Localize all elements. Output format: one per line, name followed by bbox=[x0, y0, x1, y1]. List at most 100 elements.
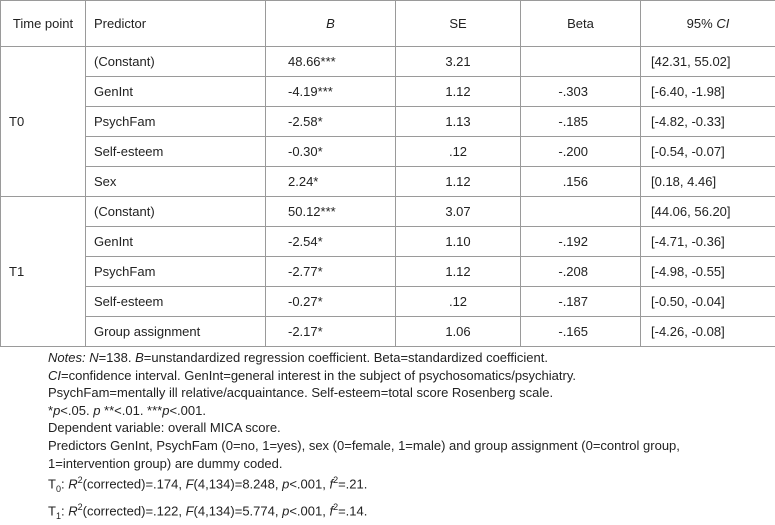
note-text: =.14. bbox=[338, 503, 367, 518]
cell: -.185 bbox=[521, 107, 641, 137]
header-text: 95% bbox=[687, 16, 717, 31]
table-row: GenInt-2.54*1.10-.192[-4.71, -0.36] bbox=[1, 227, 775, 257]
header-cell: Time point bbox=[1, 1, 86, 47]
header-text: CI bbox=[716, 16, 729, 31]
cell: -.187 bbox=[521, 287, 641, 317]
cell: 1.12 bbox=[396, 167, 521, 197]
cell: [-0.50, -0.04] bbox=[641, 287, 775, 317]
note-line: Predictors GenInt, PsychFam (0=no, 1=yes… bbox=[48, 437, 775, 455]
cell: -.200 bbox=[521, 137, 641, 167]
table-row: PsychFam-2.77*1.12-.208[-4.98, -0.55] bbox=[1, 257, 775, 287]
time-point: T1 bbox=[1, 197, 86, 347]
cell: Sex bbox=[86, 167, 266, 197]
cell: -0.27* bbox=[266, 287, 396, 317]
note-text: Dependent variable: overall MICA score. bbox=[48, 420, 281, 435]
note-text: R bbox=[68, 476, 77, 491]
note-text: **<.01. *** bbox=[100, 403, 162, 418]
table-row: GenInt-4.19***1.12-.303[-6.40, -1.98] bbox=[1, 77, 775, 107]
note-text: (corrected)=.174, bbox=[83, 476, 186, 491]
cell: GenInt bbox=[86, 227, 266, 257]
cell: [44.06, 56.20] bbox=[641, 197, 775, 227]
cell: [-6.40, -1.98] bbox=[641, 77, 775, 107]
cell: 1.13 bbox=[396, 107, 521, 137]
cell: -2.54* bbox=[266, 227, 396, 257]
cell: -.303 bbox=[521, 77, 641, 107]
note-text: R bbox=[68, 503, 77, 518]
table-row: Group assignment-2.17*1.06-.165[-4.26, -… bbox=[1, 317, 775, 347]
note-text: =138. bbox=[99, 350, 136, 365]
cell: PsychFam bbox=[86, 257, 266, 287]
note-line: 1=intervention group) are dummy coded. bbox=[48, 455, 775, 473]
note-text: N bbox=[86, 350, 99, 365]
note-text: B bbox=[135, 350, 144, 365]
cell: Group assignment bbox=[86, 317, 266, 347]
note-text: 1=intervention group) are dummy coded. bbox=[48, 456, 283, 471]
notes: Notes: N=138. B=unstandardized regressio… bbox=[48, 349, 775, 525]
header-cell: Predictor bbox=[86, 1, 266, 47]
cell: .156 bbox=[521, 167, 641, 197]
cell: [42.31, 55.02] bbox=[641, 47, 775, 77]
header-cell: Beta bbox=[521, 1, 641, 47]
cell: (Constant) bbox=[86, 197, 266, 227]
cell: [-0.54, -0.07] bbox=[641, 137, 775, 167]
cell: 48.66*** bbox=[266, 47, 396, 77]
note-line: Dependent variable: overall MICA score. bbox=[48, 419, 775, 437]
note-text: T bbox=[48, 503, 56, 518]
table-row: Self-esteem-0.27*.12-.187[-0.50, -0.04] bbox=[1, 287, 775, 317]
cell: 2.24* bbox=[266, 167, 396, 197]
table-row: T1(Constant)50.12***3.07[44.06, 56.20] bbox=[1, 197, 775, 227]
note-line: T1: R2(corrected)=.122, F(4,134)=5.774, … bbox=[48, 499, 775, 525]
note-line: Notes: N=138. B=unstandardized regressio… bbox=[48, 349, 775, 367]
note-text: =.21. bbox=[338, 476, 367, 491]
cell: -.165 bbox=[521, 317, 641, 347]
note-text: Notes: bbox=[48, 350, 86, 365]
header-cell: SE bbox=[396, 1, 521, 47]
note-line: CI=confidence interval. GenInt=general i… bbox=[48, 367, 775, 385]
table-body: T0(Constant)48.66***3.21[42.31, 55.02]Ge… bbox=[1, 47, 775, 347]
table-row: T0(Constant)48.66***3.21[42.31, 55.02] bbox=[1, 47, 775, 77]
note-text: Predictors GenInt, PsychFam (0=no, 1=yes… bbox=[48, 438, 680, 453]
table-row: Self-esteem-0.30*.12-.200[-0.54, -0.07] bbox=[1, 137, 775, 167]
note-text: <.001, bbox=[289, 476, 329, 491]
note-text: =unstandardized regression coefficient. … bbox=[144, 350, 548, 365]
cell: 1.12 bbox=[396, 77, 521, 107]
cell: -2.77* bbox=[266, 257, 396, 287]
cell: 3.21 bbox=[396, 47, 521, 77]
cell: -0.30* bbox=[266, 137, 396, 167]
cell: 1.10 bbox=[396, 227, 521, 257]
cell: PsychFam bbox=[86, 107, 266, 137]
cell: Self-esteem bbox=[86, 137, 266, 167]
note-text: <.001. bbox=[169, 403, 206, 418]
cell: 1.12 bbox=[396, 257, 521, 287]
note-text: <.001, bbox=[289, 503, 329, 518]
cell: .12 bbox=[396, 287, 521, 317]
note-text: (4,134)=5.774, bbox=[194, 503, 283, 518]
cell: 3.07 bbox=[396, 197, 521, 227]
table-row: PsychFam-2.58*1.13-.185[-4.82, -0.33] bbox=[1, 107, 775, 137]
note-text: F bbox=[186, 503, 194, 518]
note-text: (4,134)=8.248, bbox=[194, 476, 283, 491]
note-text: =confidence interval. GenInt=general int… bbox=[61, 368, 576, 383]
note-line: *p<.05. p **<.01. ***p<.001. bbox=[48, 402, 775, 420]
note-text: T bbox=[48, 476, 56, 491]
note-text: PsychFam=mentally ill relative/acquainta… bbox=[48, 385, 553, 400]
cell: GenInt bbox=[86, 77, 266, 107]
cell: -2.17* bbox=[266, 317, 396, 347]
note-text: (corrected)=.122, bbox=[83, 503, 186, 518]
note-text: CI bbox=[48, 368, 61, 383]
header-cell: 95% CI bbox=[641, 1, 775, 47]
cell: [-4.26, -0.08] bbox=[641, 317, 775, 347]
header-cell: B bbox=[266, 1, 396, 47]
cell: -.208 bbox=[521, 257, 641, 287]
cell: [-4.98, -0.55] bbox=[641, 257, 775, 287]
cell: -4.19*** bbox=[266, 77, 396, 107]
cell bbox=[521, 47, 641, 77]
note-text: F bbox=[186, 476, 194, 491]
note-line: PsychFam=mentally ill relative/acquainta… bbox=[48, 384, 775, 402]
cell: [-4.82, -0.33] bbox=[641, 107, 775, 137]
cell: .12 bbox=[396, 137, 521, 167]
cell: [-4.71, -0.36] bbox=[641, 227, 775, 257]
